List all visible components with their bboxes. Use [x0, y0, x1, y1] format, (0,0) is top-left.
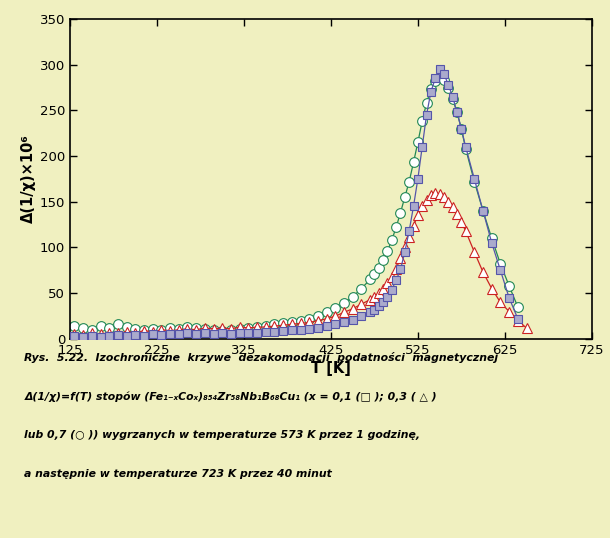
Text: lub 0,7 (○ )) wygrzanych w temperaturze 573 K przez 1 godzinę,: lub 0,7 (○ )) wygrzanych w temperaturze … — [24, 430, 420, 440]
Text: Δ(1/χ)=f(T) stopów (Fe₁₋ₓCoₓ)₈₅₄Zr₅₈Nb₁B₆₈Cu₁ (x = 0,1 (□ ); 0,3 ( △ ): Δ(1/χ)=f(T) stopów (Fe₁₋ₓCoₓ)₈₅₄Zr₅₈Nb₁B… — [24, 391, 437, 402]
Text: a następnie w temperaturze 723 K przez 40 minut: a następnie w temperaturze 723 K przez 4… — [24, 469, 332, 479]
X-axis label: T [K]: T [K] — [311, 361, 351, 376]
Y-axis label: Δ(1/χ)×10⁶: Δ(1/χ)×10⁶ — [21, 134, 36, 223]
Text: Rys.  5.22.  Izochroniczne  krzywe  dezakomodacji  podatności  magnetycznej: Rys. 5.22. Izochroniczne krzywe dezakomo… — [24, 352, 498, 363]
